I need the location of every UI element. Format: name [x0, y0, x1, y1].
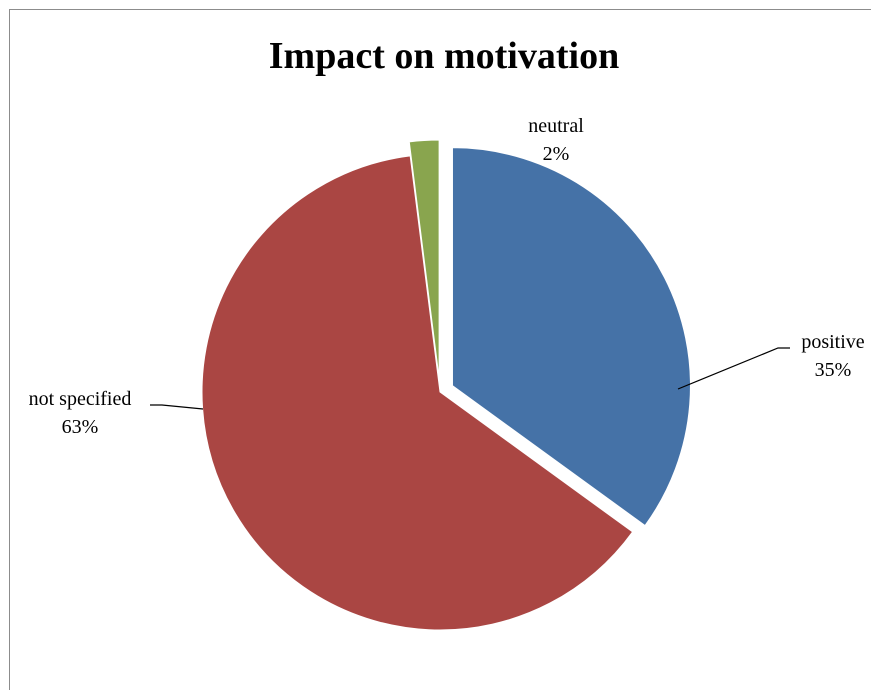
chart-title: Impact on motivation — [269, 35, 619, 77]
slice-neutral — [408, 139, 440, 379]
leader-line-not-specified — [150, 404, 204, 410]
data-label-percent: 2% — [543, 143, 570, 165]
data-label-percent: 63% — [62, 416, 99, 438]
slice-not-specified — [201, 155, 634, 631]
data-label-category: neutral — [528, 115, 584, 137]
data-label-category: not specified — [29, 388, 132, 410]
leader-line-positive — [677, 347, 790, 390]
data-label-percent: 35% — [815, 359, 852, 381]
data-label-category: positive — [801, 331, 864, 353]
data-labels: positive 35% not specified 63% neutral 2% — [29, 115, 865, 438]
slice-positive — [451, 147, 691, 527]
pie-slices — [201, 139, 691, 631]
